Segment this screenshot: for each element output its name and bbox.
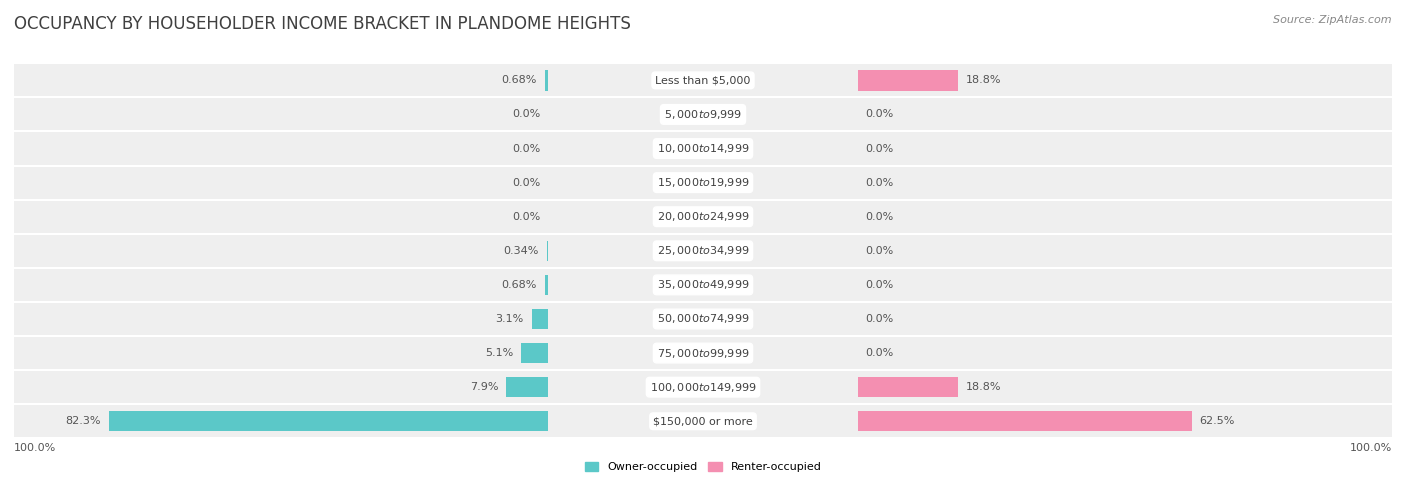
Bar — [0, 268, 1083, 302]
Text: $150,000 or more: $150,000 or more — [654, 416, 752, 426]
Text: $15,000 to $19,999: $15,000 to $19,999 — [657, 176, 749, 189]
Bar — [0, 166, 1406, 200]
Text: Less than $5,000: Less than $5,000 — [655, 75, 751, 85]
Text: 0.68%: 0.68% — [502, 280, 537, 290]
Bar — [0, 166, 1083, 200]
Bar — [858, 70, 957, 91]
Bar — [0, 404, 1083, 438]
Text: 0.0%: 0.0% — [866, 246, 894, 256]
Text: $5,000 to $9,999: $5,000 to $9,999 — [664, 108, 742, 121]
Text: 100.0%: 100.0% — [1350, 443, 1392, 453]
Text: OCCUPANCY BY HOUSEHOLDER INCOME BRACKET IN PLANDOME HEIGHTS: OCCUPANCY BY HOUSEHOLDER INCOME BRACKET … — [14, 15, 631, 33]
Bar — [0, 200, 1083, 234]
Bar — [323, 370, 1406, 404]
Text: 0.0%: 0.0% — [866, 314, 894, 324]
Text: Source: ZipAtlas.com: Source: ZipAtlas.com — [1274, 15, 1392, 25]
Bar — [0, 370, 1406, 404]
Bar — [0, 302, 1083, 336]
Text: 0.0%: 0.0% — [866, 348, 894, 358]
Text: 5.1%: 5.1% — [485, 348, 513, 358]
Bar — [0, 336, 1406, 370]
Bar — [323, 200, 1406, 234]
Text: 0.0%: 0.0% — [866, 144, 894, 153]
Bar — [323, 166, 1406, 200]
Bar — [0, 131, 1083, 166]
Text: 0.0%: 0.0% — [866, 280, 894, 290]
Bar — [323, 302, 1406, 336]
Text: 0.0%: 0.0% — [866, 178, 894, 187]
Text: 18.8%: 18.8% — [966, 75, 1001, 85]
Bar — [522, 343, 548, 363]
Text: 0.0%: 0.0% — [512, 144, 540, 153]
Text: $25,000 to $34,999: $25,000 to $34,999 — [657, 244, 749, 257]
Bar — [0, 97, 1083, 131]
Bar — [0, 234, 1406, 268]
Bar — [323, 97, 1406, 131]
Bar — [544, 70, 548, 91]
Bar — [0, 234, 1083, 268]
Text: $75,000 to $99,999: $75,000 to $99,999 — [657, 347, 749, 359]
Bar — [323, 404, 1406, 438]
Text: 0.0%: 0.0% — [512, 212, 540, 222]
Text: $20,000 to $24,999: $20,000 to $24,999 — [657, 210, 749, 223]
Text: $100,000 to $149,999: $100,000 to $149,999 — [650, 381, 756, 393]
Bar — [323, 234, 1406, 268]
Text: 0.34%: 0.34% — [503, 246, 538, 256]
Text: 100.0%: 100.0% — [14, 443, 56, 453]
Bar — [547, 241, 548, 261]
Bar — [506, 377, 548, 397]
Bar — [0, 97, 1406, 131]
Text: 62.5%: 62.5% — [1199, 416, 1234, 426]
Bar — [0, 302, 1406, 336]
Bar — [0, 268, 1406, 302]
Bar — [323, 131, 1406, 166]
Bar — [0, 131, 1406, 166]
Text: $10,000 to $14,999: $10,000 to $14,999 — [657, 142, 749, 155]
Text: 18.8%: 18.8% — [966, 382, 1001, 392]
Text: 7.9%: 7.9% — [470, 382, 498, 392]
Bar — [108, 411, 548, 431]
Text: 0.0%: 0.0% — [866, 110, 894, 119]
Text: 82.3%: 82.3% — [65, 416, 101, 426]
Text: 0.0%: 0.0% — [512, 178, 540, 187]
Bar — [323, 63, 1406, 97]
Bar — [0, 336, 1083, 370]
Bar — [0, 370, 1083, 404]
Bar — [0, 404, 1406, 438]
Text: $50,000 to $74,999: $50,000 to $74,999 — [657, 313, 749, 325]
Legend: Owner-occupied, Renter-occupied: Owner-occupied, Renter-occupied — [581, 457, 825, 477]
Text: 0.0%: 0.0% — [866, 212, 894, 222]
Bar — [323, 268, 1406, 302]
Bar — [0, 200, 1406, 234]
Text: 0.68%: 0.68% — [502, 75, 537, 85]
Bar — [0, 63, 1083, 97]
Bar — [0, 63, 1406, 97]
Bar — [544, 275, 548, 295]
Bar — [323, 336, 1406, 370]
Bar — [858, 377, 957, 397]
Text: $35,000 to $49,999: $35,000 to $49,999 — [657, 279, 749, 291]
Bar — [531, 309, 548, 329]
Bar — [858, 411, 1192, 431]
Text: 0.0%: 0.0% — [512, 110, 540, 119]
Text: 3.1%: 3.1% — [495, 314, 524, 324]
